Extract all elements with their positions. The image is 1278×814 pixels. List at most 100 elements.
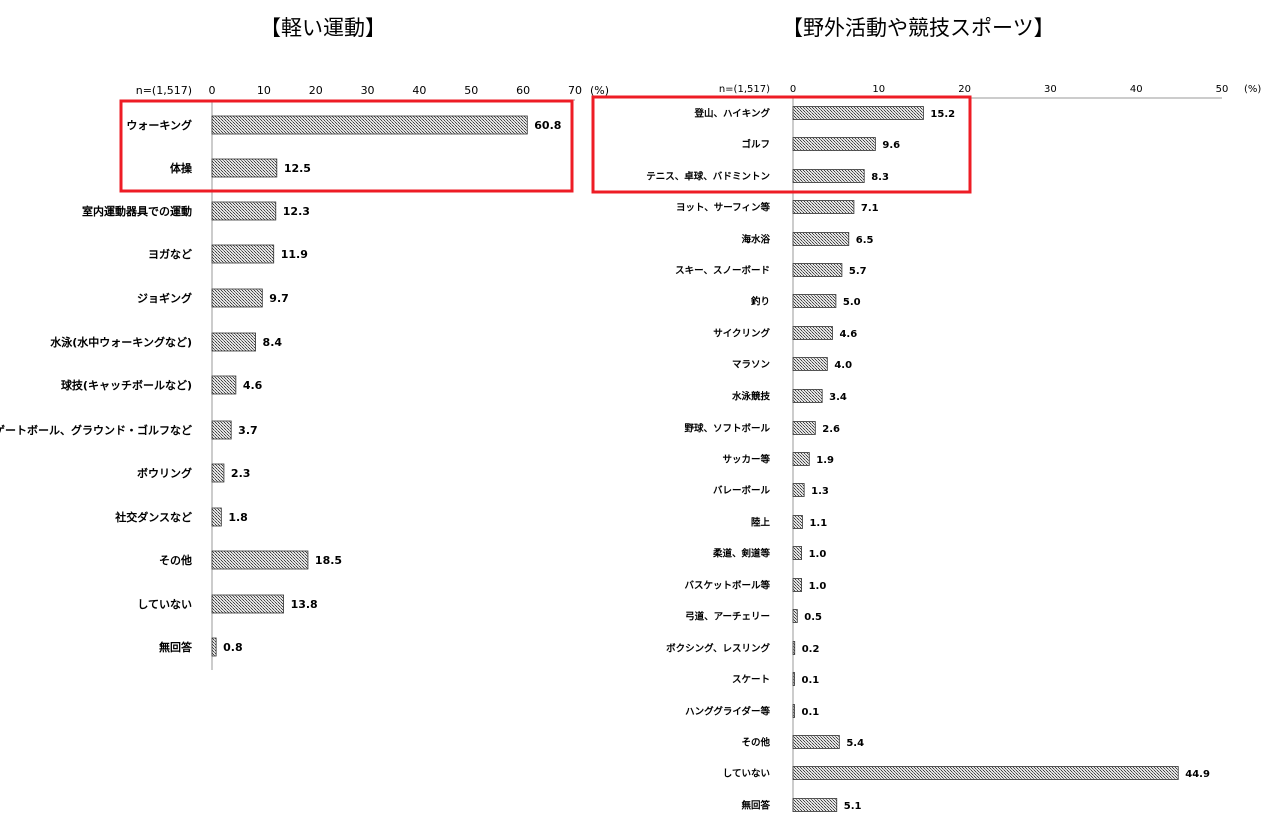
highlight-box (591, 95, 972, 194)
x-tick-label: 10 (257, 84, 271, 97)
category-label: 陸上 (751, 517, 771, 529)
highlight-box (119, 99, 574, 193)
value-label: 5.4 (846, 738, 864, 749)
category-label: 無回答 (159, 640, 193, 654)
value-label: 1.0 (809, 549, 827, 560)
value-label: 0.2 (802, 644, 820, 655)
value-label: 8.3 (871, 172, 889, 183)
bar (792, 263, 843, 277)
value-label: 5.7 (849, 266, 867, 277)
value-label: 13.8 (291, 598, 318, 611)
x-tick-label: 50 (1216, 84, 1229, 95)
category-label: 弓道、アーチェリー (685, 611, 770, 623)
light-exercise-chart: n=(1,517) (%) 0 10 20 30 40 50 60 70 ウォーキング 60.8 体操 1… (0, 84, 609, 670)
bar (792, 452, 810, 466)
value-label: 1.3 (811, 486, 829, 497)
category-label: ヨガなど (148, 247, 192, 261)
category-label: 体操 (170, 161, 193, 175)
category-label: 釣り (751, 296, 770, 308)
bar (792, 169, 865, 183)
category-label: 水泳競技 (732, 391, 771, 403)
category-label: テニス、卓球、バドミントン (646, 171, 770, 183)
value-label: 2.6 (822, 424, 840, 435)
value-label: 15.2 (930, 109, 955, 120)
x-tick-label: 40 (412, 84, 426, 97)
bar (792, 704, 795, 718)
bar (211, 594, 284, 614)
category-label: していない (723, 769, 770, 780)
category-label: ハンググライダー等 (685, 706, 770, 718)
category-label: 室内運動器具での運動 (82, 204, 192, 218)
bar (792, 294, 837, 308)
value-label: 11.9 (281, 248, 308, 261)
category-label: スキー、スノーボード (675, 265, 770, 277)
value-label: 60.8 (534, 119, 561, 132)
value-label: 3.4 (829, 392, 847, 403)
value-label: 0.5 (804, 612, 822, 623)
category-label: 球技(キャッチボールなど) (61, 378, 192, 392)
value-label: 4.6 (243, 379, 263, 392)
category-label: スケート (732, 675, 770, 686)
x-tick-label: 60 (516, 84, 530, 97)
chart-title-light-exercise: 【軽い運動】 (260, 16, 386, 40)
x-tick-label: 0 (790, 84, 796, 95)
bar (211, 158, 278, 178)
bar (211, 463, 225, 483)
bar (792, 578, 802, 592)
value-label: 6.5 (856, 235, 874, 246)
bar (211, 201, 277, 221)
category-label: 水泳(水中ウォーキングなど) (50, 335, 192, 349)
category-label: サッカー等 (722, 454, 770, 466)
bar (792, 609, 798, 623)
category-label: ボウリング (137, 466, 192, 480)
category-label: バスケットボール等 (684, 580, 770, 592)
category-label: 登山、ハイキング (693, 108, 770, 120)
value-label: 0.1 (802, 675, 820, 686)
bar (792, 389, 823, 403)
value-label: 9.6 (882, 140, 900, 151)
category-label: その他 (159, 553, 192, 567)
category-label: マラソン (732, 360, 770, 371)
bar (792, 357, 828, 371)
value-label: 0.1 (802, 707, 820, 718)
category-label: 無回答 (741, 800, 770, 812)
value-label: 12.3 (283, 205, 310, 218)
value-label: 1.9 (816, 455, 834, 466)
unit-label: (%) (1244, 84, 1261, 95)
bar (792, 672, 795, 686)
category-label: 海水浴 (741, 234, 770, 246)
value-label: 12.5 (284, 162, 311, 175)
bar (211, 637, 217, 657)
value-label: 7.1 (861, 203, 879, 214)
bar (792, 798, 838, 812)
x-tick-label: 10 (872, 84, 885, 95)
x-tick-label: 40 (1130, 84, 1143, 95)
unit-label: (%) (590, 84, 609, 97)
bar (211, 288, 263, 308)
bar (792, 106, 924, 120)
x-tick-label: 50 (464, 84, 478, 97)
value-label: 0.8 (223, 641, 243, 654)
category-label: ゲートボール、グラウンド・ゴルフなど (0, 423, 192, 437)
x-tick-label: 70 (568, 84, 582, 97)
sample-size-label: n=(1,517) (136, 84, 192, 97)
category-label: その他 (741, 737, 770, 749)
category-label: していない (137, 598, 192, 611)
bar (792, 735, 840, 749)
value-label: 5.0 (843, 297, 861, 308)
bar (792, 483, 805, 497)
category-label: 社交ダンスなど (114, 510, 192, 524)
value-label: 44.9 (1185, 769, 1210, 780)
bar (792, 515, 803, 529)
category-label: ジョギング (137, 291, 192, 305)
x-tick-label: 20 (958, 84, 971, 95)
bar (211, 332, 256, 352)
x-tick-label: 30 (361, 84, 375, 97)
bar (211, 507, 222, 527)
value-label: 1.0 (809, 581, 827, 592)
category-label: 柔道、剣道等 (712, 548, 771, 560)
value-label: 1.8 (228, 511, 248, 524)
value-label: 9.7 (269, 292, 289, 305)
bar (792, 137, 876, 151)
value-label: 4.6 (839, 329, 857, 340)
